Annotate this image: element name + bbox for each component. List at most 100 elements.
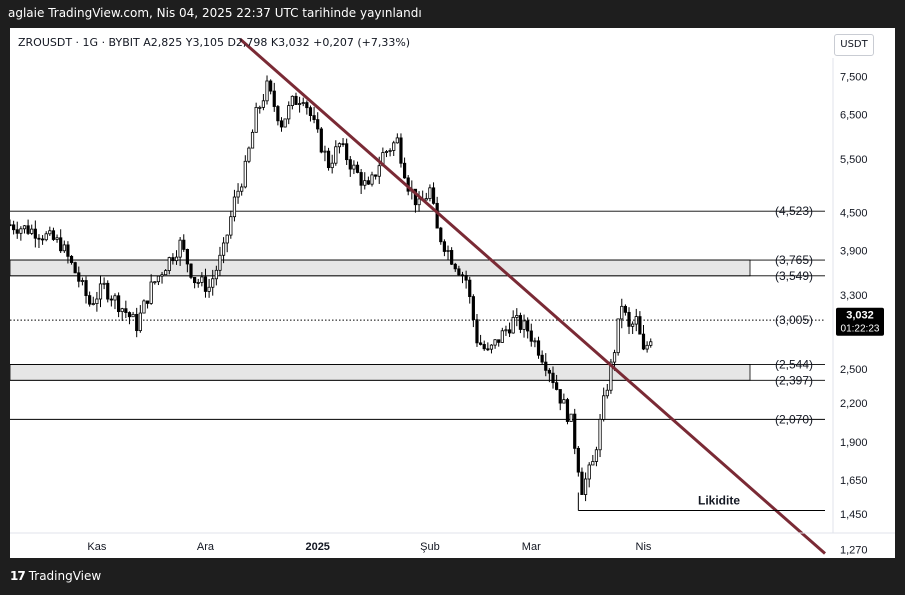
candle-body (225, 234, 229, 244)
candle-body (348, 159, 352, 170)
candle-body (450, 250, 454, 265)
candles (8, 75, 653, 502)
y-tick-label: 2,200 (840, 398, 868, 410)
level-label-5: (2,397) (775, 373, 813, 387)
level-label-2: (3,549) (775, 269, 813, 283)
candle-body (402, 162, 407, 179)
candle-body (55, 237, 59, 240)
y-tick-label: 1,650 (840, 475, 868, 487)
candle-body (243, 160, 247, 188)
x-tick-label: Mar (522, 541, 541, 553)
candle-body (316, 119, 320, 130)
candle-body (232, 196, 237, 218)
candle-body (377, 165, 381, 177)
candle-body (602, 395, 606, 420)
publication-info: aglaie TradingView.com, Nis 04, 2025 22:… (8, 6, 422, 20)
candle-body (193, 276, 197, 284)
candle-body (569, 413, 573, 422)
y-tick-label: 6,500 (840, 110, 868, 122)
candle-body (135, 313, 139, 332)
y-tick-label: 1,450 (840, 509, 868, 521)
candle-body (504, 329, 508, 332)
candle-body (247, 147, 251, 162)
candle-body (167, 257, 171, 271)
candle-body (583, 478, 588, 495)
candle-body (73, 262, 77, 274)
chart-frame[interactable]: (4,523) (3,765) (3,549) (3,005) (2,544) (2,39… (8, 28, 895, 558)
candle-body (355, 164, 360, 173)
y-tick-label: 1,900 (840, 437, 868, 449)
candle-body (609, 361, 613, 391)
candle-body (482, 344, 486, 350)
y-tick-label: 2,500 (840, 364, 868, 376)
candle-body (612, 352, 617, 363)
candle-body (468, 279, 472, 297)
candle-body (258, 106, 262, 109)
candle-body (515, 315, 519, 318)
candle-body (526, 320, 530, 332)
candle-body (312, 115, 316, 121)
candle-body (341, 143, 345, 146)
candle-body (218, 254, 222, 271)
price-chart[interactable]: (4,523) (3,765) (3,549) (3,005) (2,544) (2,39… (8, 28, 895, 558)
candle-body (529, 330, 533, 342)
candle-body (547, 369, 551, 374)
candle-body (124, 308, 128, 313)
x-tick-label: Şub (420, 541, 440, 553)
candle-body (551, 372, 555, 384)
candle-body (384, 151, 389, 153)
candle-body (374, 174, 378, 177)
candle-body (182, 239, 186, 250)
candle-body (598, 418, 602, 451)
candle-body (439, 227, 443, 243)
candle-body (22, 225, 27, 230)
sr-zone-1 (9, 364, 751, 381)
candle-body (156, 275, 161, 283)
candle-body (366, 180, 370, 185)
currency-button[interactable]: USDT (834, 34, 874, 56)
candle-body (453, 263, 457, 270)
candle-body (489, 344, 494, 350)
candle-body (518, 315, 523, 330)
sr-zone-0 (9, 259, 751, 277)
candle-body (113, 295, 117, 301)
candle-body (587, 464, 591, 480)
candle-body (203, 276, 208, 292)
candle-body (638, 316, 642, 335)
brand-name: TradingView (28, 569, 102, 583)
candle-body (555, 382, 559, 390)
candle-body (424, 198, 428, 201)
candle-body (98, 283, 103, 300)
candle-body (69, 255, 74, 263)
header-bar: aglaie TradingView.com, Nis 04, 2025 22:… (0, 0, 905, 28)
candle-body (51, 230, 56, 240)
candle-body (106, 282, 110, 300)
candle-body (142, 300, 146, 314)
candle-body (359, 172, 363, 186)
candle-body (352, 164, 356, 170)
candle-body (33, 228, 37, 239)
candle-body (48, 230, 52, 235)
candle-body (145, 300, 150, 304)
symbol-legend: ZROUSDT · 1G · BYBIT A2,825 Y3,105 D2,79… (18, 36, 411, 49)
x-tick-label: Kas (87, 541, 106, 553)
candle-body (261, 100, 265, 108)
candle-body (77, 272, 81, 282)
price-badge (836, 307, 884, 336)
candle-body (95, 298, 99, 304)
candle-body (641, 333, 646, 350)
candle-body (576, 447, 580, 473)
candle-body (153, 281, 157, 284)
candle-body (171, 257, 175, 262)
level-label-3: (3,005) (775, 313, 813, 327)
candle-body (37, 237, 41, 240)
candle-body (326, 150, 331, 169)
candle-body (511, 316, 515, 334)
candle-body (417, 198, 421, 206)
candle-body (363, 180, 367, 186)
candle-body (44, 233, 48, 241)
candle-body (30, 228, 34, 234)
candle-body (131, 313, 135, 318)
candle-body (478, 342, 483, 345)
candle-body (649, 341, 653, 346)
